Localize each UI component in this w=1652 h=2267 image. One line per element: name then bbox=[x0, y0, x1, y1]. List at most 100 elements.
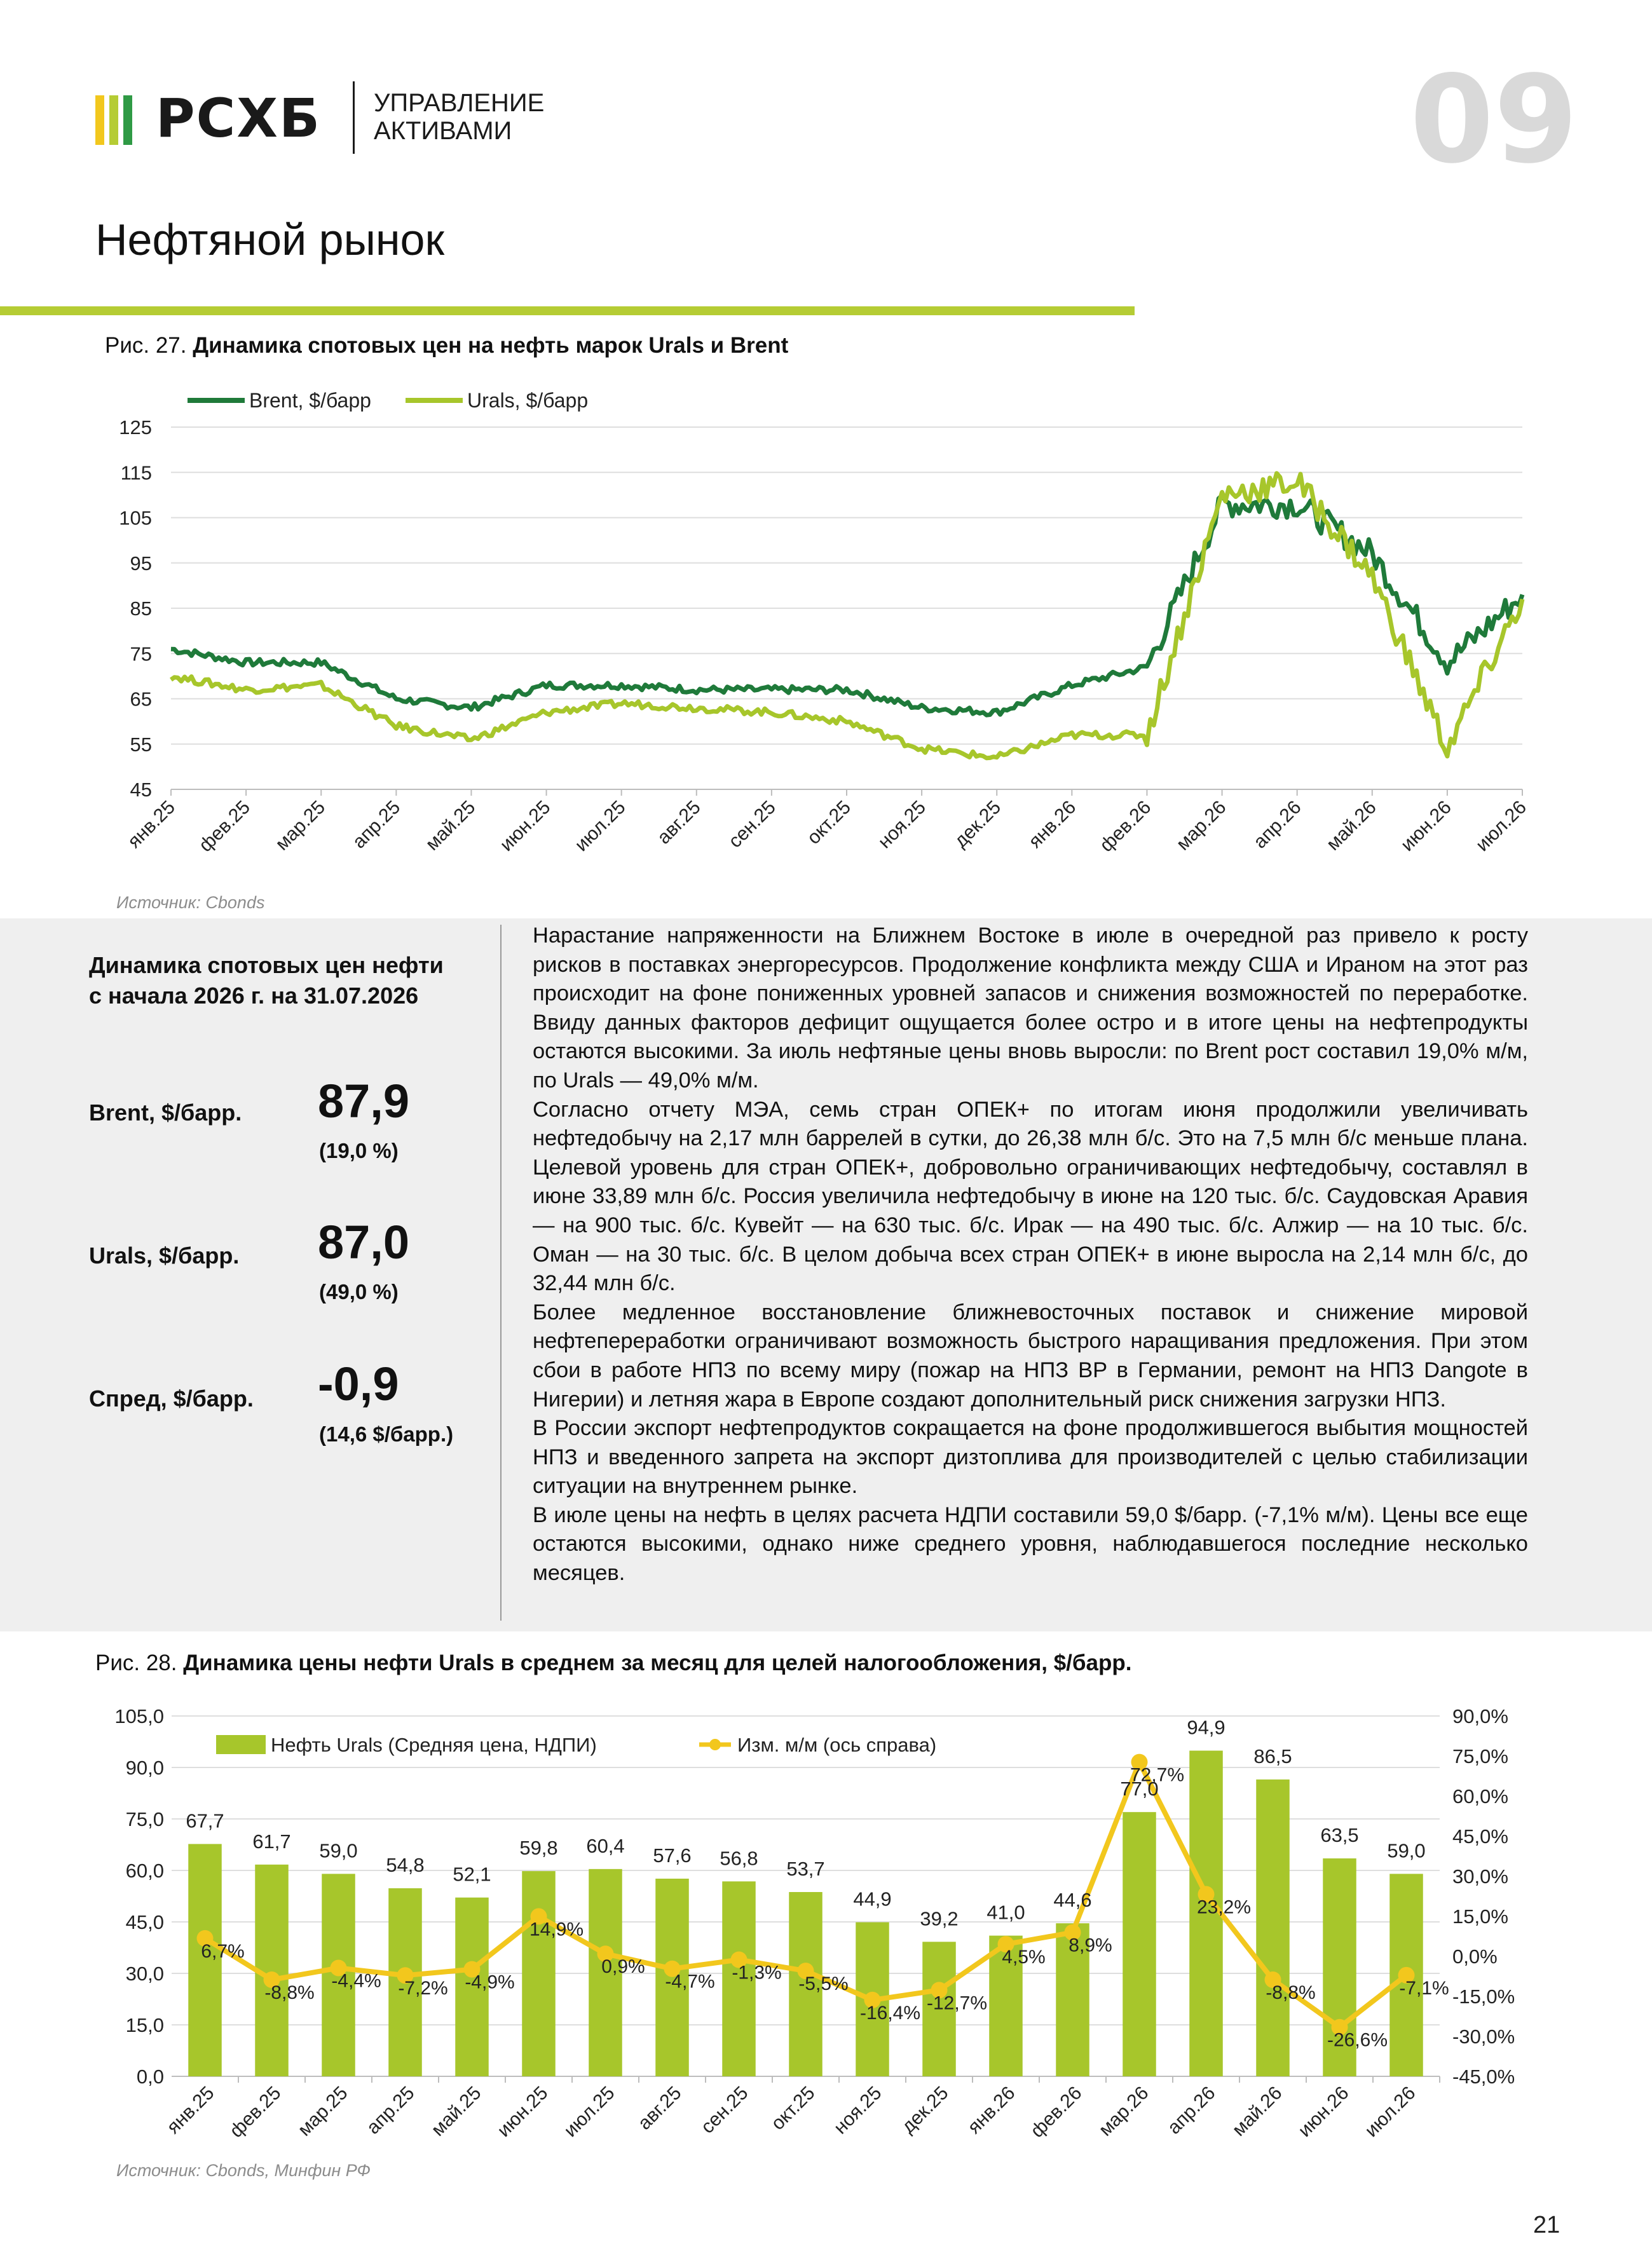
y-right-tick-label: 60,0% bbox=[1452, 1785, 1508, 1807]
fig28-legend: Нефть Urals (Средняя цена, НДПИ) Изм. м/… bbox=[216, 1734, 936, 1756]
fig28-y-axis-left: 105,0 90,0 75,0 60,0 45,0 30,0 15,0 0,0 bbox=[114, 1705, 164, 2088]
article-paragraph: Нарастание напряженности на Ближнем Вост… bbox=[533, 923, 1528, 1093]
legend-line-label: Изм. м/м (ось справа) bbox=[737, 1734, 936, 1756]
article-paragraph: В июле цены на нефть в целях расчета НДП… bbox=[533, 1502, 1528, 1586]
fig28-chart: 105,0 90,0 75,0 60,0 45,0 30,0 15,0 0,0 90,0% 75… bbox=[114, 1705, 1515, 2142]
change-value-label: 8,9% bbox=[1068, 1935, 1112, 1956]
x-tick-label: апр.26 bbox=[1164, 2083, 1220, 2139]
y-tick-label: 55 bbox=[130, 733, 152, 756]
x-tick-label: апр.26 bbox=[1250, 797, 1306, 853]
change-point bbox=[530, 1908, 547, 1925]
y-left-tick-label: 15,0 bbox=[126, 2014, 164, 2036]
change-value-label: 14,9% bbox=[529, 1919, 584, 1940]
x-tick-label: июн.26 bbox=[1397, 797, 1456, 855]
y-left-tick-label: 0,0 bbox=[137, 2066, 164, 2088]
bar bbox=[455, 1897, 489, 2076]
bar-value-label: 54,8 bbox=[386, 1854, 424, 1876]
fig27-title: Рис. 27. Динамика спотовых цен на нефть … bbox=[105, 333, 788, 358]
bar bbox=[1123, 1812, 1156, 2076]
bar bbox=[989, 1935, 1023, 2076]
x-tick-label: дек.25 bbox=[950, 797, 1005, 852]
bar-value-label: 77,0 bbox=[1120, 1778, 1158, 1800]
change-point bbox=[1131, 1753, 1148, 1771]
change-value-label: 23,2% bbox=[1197, 1897, 1251, 1918]
x-tick-label: май.25 bbox=[427, 2083, 485, 2141]
y-right-tick-label: -30,0% bbox=[1452, 2025, 1515, 2048]
urals-change: (49,0 %) bbox=[319, 1280, 399, 1304]
bar-value-label: 59,0 bbox=[319, 1839, 357, 1862]
summary-title-line2: с начала 2026 г. на 31.07.2026 bbox=[89, 983, 419, 1009]
y-left-tick-label: 45,0 bbox=[126, 1911, 164, 1933]
fig28-source: Источник: Cbonds, Минфин РФ bbox=[116, 2161, 371, 2180]
bar-value-label: 39,2 bbox=[920, 1907, 958, 1930]
bar bbox=[188, 1844, 222, 2076]
logo-subtitle: УПРАВЛЕНИЕ АКТИВАМИ bbox=[374, 89, 544, 145]
section-number: 09 bbox=[1410, 50, 1578, 190]
y-right-tick-label: -15,0% bbox=[1452, 1985, 1515, 2008]
x-tick-label: авг.25 bbox=[634, 2083, 685, 2134]
bar-value-label: 94,9 bbox=[1187, 1717, 1225, 1739]
change-value-label: -7,2% bbox=[398, 1978, 447, 1999]
x-tick-label: сен.25 bbox=[697, 2083, 752, 2138]
y-left-tick-label: 30,0 bbox=[126, 1963, 164, 1985]
change-value-label: -12,7% bbox=[927, 1992, 987, 2013]
x-tick-label: ноя.25 bbox=[830, 2083, 886, 2139]
bar bbox=[522, 1871, 556, 2076]
fig27-x-axis: янв.25 фев.25 мар.25 апр.25 май.25 июн.25 июл.… bbox=[124, 789, 1531, 856]
summary-panel bbox=[0, 918, 1652, 1631]
bar bbox=[722, 1881, 756, 2076]
page-title: Нефтяной рынок bbox=[95, 215, 445, 264]
change-value-label: -5,5% bbox=[798, 1973, 848, 1994]
article-paragraph: В России экспорт нефтепродуктов сокращае… bbox=[533, 1416, 1528, 1499]
fig28-title-text: Динамика цены нефти Urals в среднем за м… bbox=[183, 1651, 1132, 1675]
summary-title: Динамика спотовых цен нефти с начала 202… bbox=[89, 950, 444, 1011]
change-point bbox=[397, 1967, 414, 1984]
urals-series-line bbox=[169, 471, 1525, 761]
bar-value-label: 44,6 bbox=[1053, 1889, 1091, 1911]
page-number: 21 bbox=[1533, 2212, 1560, 2238]
change-point bbox=[1198, 1886, 1215, 1903]
x-tick-label: окт.25 bbox=[767, 2083, 819, 2135]
x-tick-label: янв.26 bbox=[1025, 797, 1080, 852]
logo-text: РСХБ bbox=[156, 87, 321, 149]
bar-value-label: 44,9 bbox=[853, 1888, 891, 1910]
legend-urals-label: Urals, $/барр bbox=[467, 389, 588, 412]
y-tick-label: 125 bbox=[119, 416, 152, 439]
change-value-label: -8,8% bbox=[264, 1982, 314, 2003]
bar bbox=[1056, 1923, 1089, 2076]
fig27-series bbox=[169, 471, 1525, 761]
y-right-tick-label: 15,0% bbox=[1452, 1905, 1508, 1928]
article-text: Нарастание напряженности на Ближнем Вост… bbox=[533, 922, 1528, 1588]
y-tick-label: 85 bbox=[130, 597, 152, 620]
change-value-label: -4,7% bbox=[665, 1971, 714, 1992]
change-point bbox=[196, 1930, 214, 1947]
x-tick-label: мар.26 bbox=[1172, 797, 1230, 855]
bar bbox=[1189, 1750, 1223, 2076]
y-tick-label: 45 bbox=[130, 779, 152, 801]
change-value-label: -8,8% bbox=[1266, 1982, 1315, 2003]
x-tick-label: июн.25 bbox=[493, 2083, 552, 2141]
x-tick-label: окт.25 bbox=[803, 797, 855, 849]
x-tick-label: авг.25 bbox=[653, 797, 705, 848]
change-value-label: -26,6% bbox=[1327, 2030, 1388, 2051]
legend-bar-swatch bbox=[216, 1735, 266, 1754]
x-tick-label: май.26 bbox=[1228, 2083, 1286, 2141]
legend-line-marker bbox=[709, 1739, 721, 1750]
brent-change: (19,0 %) bbox=[319, 1139, 399, 1162]
y-left-tick-label: 105,0 bbox=[114, 1705, 164, 1727]
x-tick-label: апр.25 bbox=[348, 797, 404, 853]
y-tick-label: 115 bbox=[121, 461, 152, 484]
change-value-label: 0,9% bbox=[601, 1956, 645, 1977]
x-tick-label: янв.25 bbox=[124, 797, 179, 852]
y-left-tick-label: 75,0 bbox=[126, 1808, 164, 1830]
bar-value-label: 86,5 bbox=[1253, 1745, 1292, 1767]
x-tick-label: янв.26 bbox=[964, 2083, 1019, 2138]
y-tick-label: 105 bbox=[119, 507, 152, 529]
bar-value-label: 57,6 bbox=[653, 1844, 691, 1867]
y-right-tick-label: 30,0% bbox=[1452, 1865, 1508, 1888]
x-tick-label: фев.25 bbox=[195, 797, 254, 856]
y-tick-label: 75 bbox=[130, 643, 152, 665]
change-value-label: 4,5% bbox=[1002, 1947, 1045, 1968]
fig28-prefix: Рис. 28. bbox=[95, 1651, 184, 1675]
y-tick-label: 95 bbox=[130, 552, 152, 575]
